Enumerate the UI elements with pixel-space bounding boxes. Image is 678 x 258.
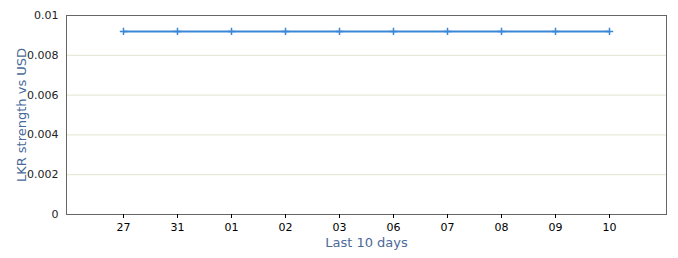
svg-text:0: 0	[52, 208, 59, 221]
svg-text:LKR strength vs USD: LKR strength vs USD	[14, 48, 29, 182]
svg-text:0.002: 0.002	[27, 168, 59, 181]
svg-text:31: 31	[171, 221, 185, 234]
svg-text:09: 09	[549, 221, 563, 234]
svg-text:01: 01	[225, 221, 239, 234]
svg-text:06: 06	[387, 221, 401, 234]
svg-text:0.006: 0.006	[27, 89, 59, 102]
svg-text:0.008: 0.008	[27, 49, 59, 62]
svg-text:03: 03	[333, 221, 347, 234]
svg-text:07: 07	[441, 221, 455, 234]
svg-text:10: 10	[603, 221, 617, 234]
svg-text:Last 10 days: Last 10 days	[325, 235, 408, 250]
svg-text:08: 08	[495, 221, 509, 234]
svg-text:0.004: 0.004	[27, 128, 59, 141]
svg-text:27: 27	[117, 221, 131, 234]
svg-text:0.01: 0.01	[34, 9, 59, 22]
svg-text:02: 02	[279, 221, 293, 234]
